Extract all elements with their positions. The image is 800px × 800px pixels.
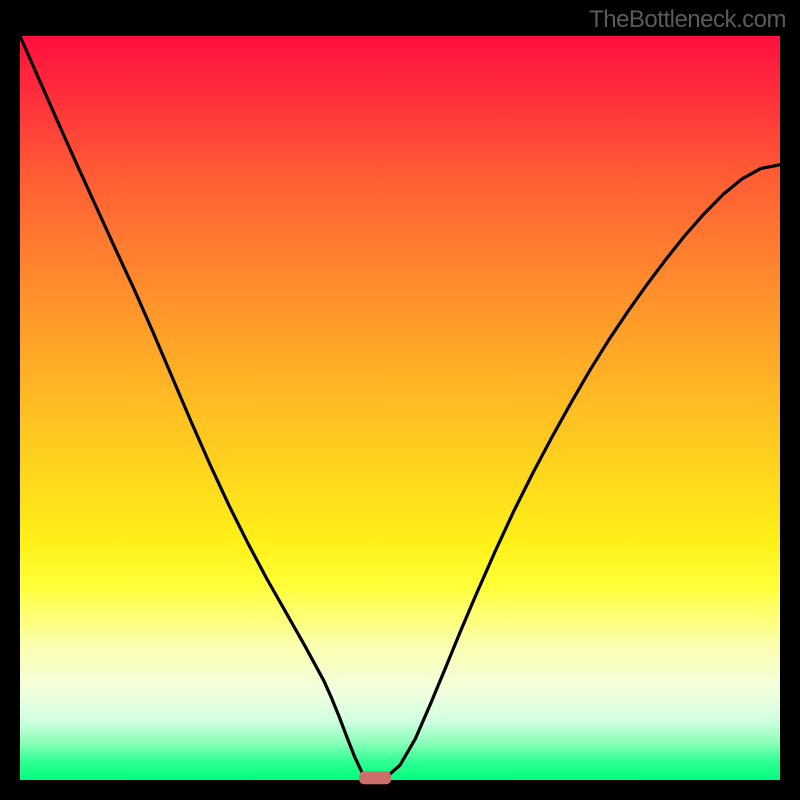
chart-frame: TheBottleneck.com	[0, 0, 800, 800]
watermark-text: TheBottleneck.com	[589, 6, 786, 34]
plot-area	[20, 36, 780, 780]
optimum-marker	[359, 771, 391, 784]
bottleneck-curve	[20, 36, 780, 780]
